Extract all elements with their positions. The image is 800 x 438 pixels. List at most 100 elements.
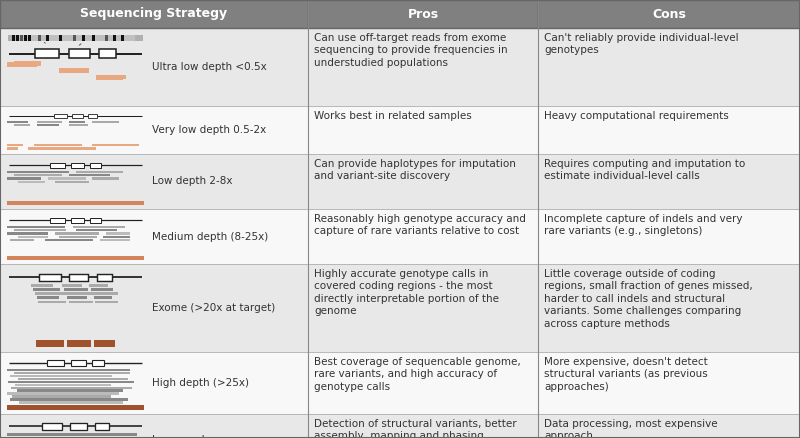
Bar bbox=[16, 35, 19, 41]
Bar bbox=[538, 264, 800, 352]
Text: Can't reliably provide individual-level
genotypes: Can't reliably provide individual-level … bbox=[544, 33, 738, 55]
Bar bbox=[38, 274, 61, 281]
Bar bbox=[17, 389, 123, 392]
Text: Heavy computational requirements: Heavy computational requirements bbox=[544, 111, 729, 121]
Bar bbox=[36, 340, 64, 347]
Bar bbox=[7, 232, 48, 235]
Bar bbox=[308, 352, 538, 414]
Text: High depth (>25x): High depth (>25x) bbox=[152, 378, 249, 388]
Bar bbox=[55, 180, 89, 183]
Bar bbox=[62, 284, 82, 287]
Text: Reasonably high genotype accuracy and
capture of rare variants relative to cost: Reasonably high genotype accuracy and ca… bbox=[314, 214, 526, 237]
Bar bbox=[7, 226, 65, 228]
Bar bbox=[75, 229, 117, 231]
Text: Medium depth (8-25x): Medium depth (8-25x) bbox=[152, 232, 268, 241]
Bar bbox=[69, 300, 94, 304]
Bar bbox=[73, 35, 76, 41]
Bar bbox=[82, 35, 85, 41]
Bar bbox=[538, 154, 800, 209]
Bar bbox=[0, 154, 308, 209]
Bar bbox=[10, 399, 127, 401]
Bar bbox=[92, 144, 138, 146]
Bar bbox=[73, 226, 125, 228]
Bar bbox=[99, 49, 116, 58]
Bar bbox=[66, 340, 91, 347]
Text: Highly accurate genotype calls in
covered coding regions - the most
directly int: Highly accurate genotype calls in covere… bbox=[314, 269, 499, 316]
Bar bbox=[67, 68, 88, 73]
Bar bbox=[38, 35, 41, 41]
Text: Data processing, most expensive
approach: Data processing, most expensive approach bbox=[544, 419, 718, 438]
Bar bbox=[20, 35, 23, 41]
Bar bbox=[538, 28, 800, 106]
Bar bbox=[92, 177, 119, 180]
Bar bbox=[50, 218, 66, 223]
Bar bbox=[10, 239, 34, 241]
Bar bbox=[69, 121, 85, 123]
Text: Sequencing Strategy: Sequencing Strategy bbox=[81, 7, 227, 21]
Bar bbox=[7, 177, 42, 180]
Bar bbox=[34, 49, 59, 58]
Bar bbox=[100, 239, 130, 241]
Bar bbox=[24, 35, 27, 41]
Bar bbox=[7, 433, 137, 436]
Bar bbox=[18, 180, 46, 183]
Bar bbox=[14, 61, 42, 66]
Bar bbox=[0, 209, 308, 264]
Bar bbox=[103, 236, 130, 238]
Bar bbox=[0, 264, 308, 352]
Bar bbox=[59, 68, 90, 73]
Bar bbox=[122, 35, 124, 41]
Bar bbox=[308, 28, 538, 106]
Text: Ultra low depth <0.5x: Ultra low depth <0.5x bbox=[152, 62, 266, 72]
Bar bbox=[14, 124, 30, 127]
Bar bbox=[88, 113, 98, 118]
Bar bbox=[71, 360, 86, 366]
Bar bbox=[106, 74, 126, 79]
Bar bbox=[8, 35, 143, 41]
Bar bbox=[94, 340, 115, 347]
Bar bbox=[18, 236, 48, 238]
Bar bbox=[308, 154, 538, 209]
Bar bbox=[91, 289, 113, 291]
Bar bbox=[66, 293, 94, 295]
Bar bbox=[13, 396, 111, 398]
Bar bbox=[0, 28, 308, 106]
Text: Detection of structural variants, better
assembly, mapping and phasing: Detection of structural variants, better… bbox=[314, 419, 517, 438]
Text: Incomplete capture of indels and very
rare variants (e.g., singletons): Incomplete capture of indels and very ra… bbox=[544, 214, 742, 237]
Bar bbox=[7, 392, 119, 395]
Text: Works best in related samples: Works best in related samples bbox=[314, 111, 472, 121]
Text: Can provide haplotypes for imputation
and variant-site discovery: Can provide haplotypes for imputation an… bbox=[314, 159, 516, 181]
Bar bbox=[90, 162, 101, 168]
Bar bbox=[70, 423, 87, 430]
Bar bbox=[46, 239, 94, 241]
Bar bbox=[90, 218, 101, 223]
Bar bbox=[37, 297, 59, 299]
Bar bbox=[308, 209, 538, 264]
Bar bbox=[12, 35, 15, 41]
Bar bbox=[538, 414, 800, 438]
Bar bbox=[42, 423, 62, 430]
Text: Very low depth 0.5-2x: Very low depth 0.5-2x bbox=[152, 125, 266, 135]
Bar bbox=[93, 293, 118, 295]
Bar bbox=[95, 423, 110, 430]
Bar bbox=[71, 218, 84, 223]
Bar bbox=[34, 293, 66, 295]
Bar bbox=[14, 229, 66, 231]
Bar bbox=[7, 171, 69, 173]
Text: Cons: Cons bbox=[652, 7, 686, 21]
Bar bbox=[7, 144, 23, 146]
Bar bbox=[59, 236, 98, 238]
Bar bbox=[97, 274, 113, 281]
Bar bbox=[27, 147, 96, 150]
Bar bbox=[48, 177, 86, 180]
Text: Little coverage outside of coding
regions, small fraction of genes missed,
harde: Little coverage outside of coding region… bbox=[544, 269, 753, 328]
Bar bbox=[8, 381, 134, 383]
Bar bbox=[55, 232, 98, 235]
Bar bbox=[37, 124, 59, 127]
Bar bbox=[308, 414, 538, 438]
Bar bbox=[38, 300, 66, 304]
Bar bbox=[54, 113, 67, 118]
Text: Low depth 2-8x: Low depth 2-8x bbox=[152, 177, 233, 187]
Bar bbox=[33, 289, 60, 291]
Bar bbox=[46, 360, 64, 366]
